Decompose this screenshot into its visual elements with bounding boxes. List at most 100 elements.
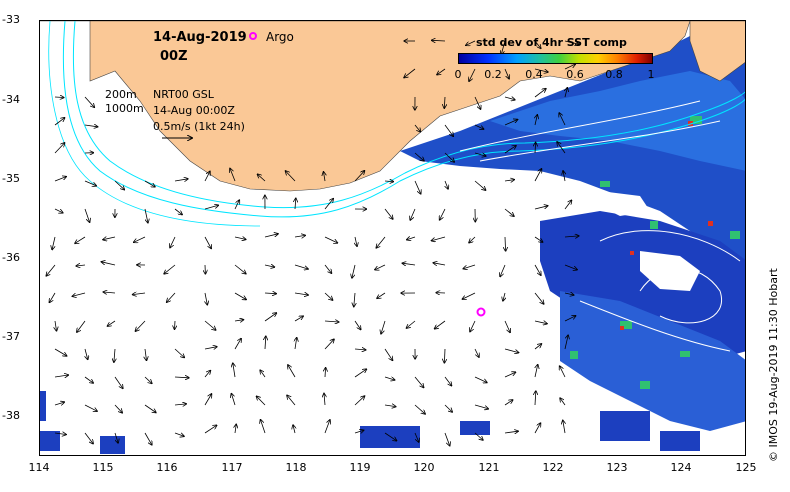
lon-tick-label: 120	[413, 461, 435, 474]
sst-variability-field	[40, 26, 745, 454]
current-arrow-icon	[257, 396, 266, 406]
current-arrow-icon	[76, 265, 86, 266]
current-arrow-icon	[204, 347, 217, 349]
lon-tick-label: 119	[349, 461, 371, 474]
current-arrow-icon	[204, 371, 210, 378]
current-arrow-icon	[261, 420, 266, 434]
current-arrow-icon	[355, 236, 357, 246]
current-arrow-icon	[534, 206, 548, 210]
argo-float-marker[interactable]	[476, 307, 486, 317]
current-arrow-icon	[534, 68, 548, 72]
current-arrow-icon	[54, 375, 68, 377]
current-arrow-icon	[54, 208, 63, 213]
current-arrow-icon	[101, 262, 116, 266]
current-arrow-icon	[474, 96, 481, 109]
current-arrow-icon	[145, 348, 147, 360]
current-arrow-icon	[474, 180, 486, 190]
current-arrow-icon	[376, 236, 386, 248]
colorbar	[458, 53, 653, 64]
current-arrow-icon	[469, 68, 476, 81]
current-arrow-icon	[444, 96, 445, 108]
map-canvas	[40, 21, 745, 454]
current-arrow-icon	[54, 97, 64, 98]
current-arrow-icon	[534, 321, 547, 324]
lat-tick-label: -37	[2, 330, 20, 343]
current-arrow-icon	[503, 292, 505, 301]
current-arrow-icon	[469, 236, 476, 243]
lon-tick-label: 115	[92, 461, 114, 474]
current-arrow-icon	[414, 404, 425, 414]
colorbar-tick: 0.2	[484, 68, 502, 81]
lon-tick-label: 125	[735, 461, 757, 474]
current-arrow-icon	[407, 237, 416, 240]
current-arrow-icon	[294, 235, 305, 237]
current-arrow-icon	[258, 174, 266, 182]
current-arrow-icon	[564, 264, 577, 270]
current-arrow-icon	[504, 97, 515, 100]
current-arrow-icon	[501, 40, 506, 54]
current-arrow-icon	[444, 348, 445, 363]
current-arrow-icon	[234, 200, 239, 210]
product-time-label: 14-Aug 00:00Z	[153, 104, 235, 117]
current-arrow-icon	[375, 264, 386, 270]
current-arrow-icon	[204, 320, 216, 330]
current-arrow-icon	[75, 236, 86, 243]
current-arrow-icon	[174, 404, 186, 405]
lon-tick-label: 123	[606, 461, 628, 474]
current-arrow-icon	[114, 180, 124, 190]
current-arrow-icon	[414, 124, 421, 132]
current-arrow-icon	[205, 292, 207, 305]
current-arrow-icon	[414, 180, 421, 194]
current-arrow-icon	[234, 320, 244, 321]
current-arrow-icon	[444, 152, 454, 162]
current-arrow-icon	[414, 376, 424, 387]
current-arrow-icon	[55, 320, 57, 331]
current-arrow-icon	[563, 420, 565, 434]
lon-tick-label: 121	[478, 461, 500, 474]
current-arrow-icon	[534, 423, 541, 434]
current-arrow-icon	[535, 115, 537, 126]
lon-tick-label: 117	[221, 461, 243, 474]
current-arrow-icon	[381, 320, 386, 334]
current-arrow-icon	[433, 263, 446, 265]
current-arrow-icon	[432, 40, 446, 41]
current-arrow-icon	[204, 236, 211, 248]
current-arrow-icon	[324, 292, 333, 300]
current-arrow-icon	[474, 348, 479, 357]
colorbar-tick: 0.8	[605, 68, 623, 81]
current-arrow-icon	[560, 398, 566, 406]
current-arrow-icon	[324, 264, 332, 273]
current-arrow-icon	[534, 292, 544, 304]
current-arrow-icon	[174, 377, 189, 378]
map-title-hour: 00Z	[160, 49, 188, 64]
current-arrow-icon	[52, 236, 56, 250]
credit-text: © IMOS 19-Aug-2019 11:30 Hobart	[767, 268, 780, 462]
current-arrow-icon	[84, 432, 93, 444]
current-arrow-icon	[474, 124, 484, 129]
current-arrow-icon	[235, 424, 236, 434]
current-arrow-icon	[534, 236, 543, 242]
current-arrow-icon	[534, 169, 542, 182]
current-arrow-icon	[115, 432, 118, 443]
current-arrow-icon	[354, 292, 355, 307]
lat-tick-label: -34	[2, 93, 20, 106]
lat-tick-label: -38	[2, 409, 20, 422]
current-arrow-icon	[384, 348, 393, 360]
current-arrow-icon	[295, 198, 296, 210]
current-arrow-icon	[564, 200, 572, 210]
current-arrow-icon	[354, 369, 366, 378]
current-arrow-icon	[559, 113, 566, 126]
current-arrow-icon	[504, 120, 518, 126]
current-arrow-icon	[535, 391, 536, 406]
current-arrow-icon	[84, 376, 93, 383]
current-arrow-icon	[233, 363, 235, 378]
current-arrow-icon	[324, 339, 334, 350]
current-arrow-icon	[234, 237, 246, 239]
current-arrow-icon	[354, 349, 366, 350]
current-arrow-icon	[410, 208, 416, 220]
current-arrow-icon	[174, 179, 188, 181]
current-arrow-icon	[133, 293, 146, 295]
current-arrow-icon	[324, 199, 333, 210]
current-arrow-icon	[414, 152, 424, 161]
current-arrow-icon	[72, 292, 86, 296]
